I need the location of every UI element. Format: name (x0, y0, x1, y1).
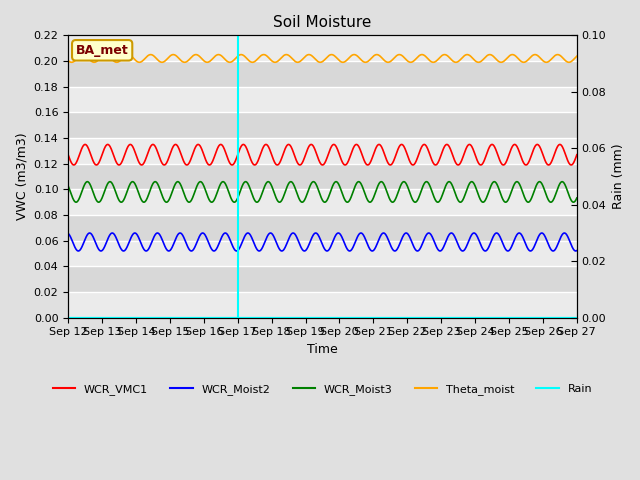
X-axis label: Time: Time (307, 343, 338, 356)
Y-axis label: Rain (mm): Rain (mm) (612, 144, 625, 209)
Bar (68, 36, 577, 61)
Title: Soil Moisture: Soil Moisture (273, 15, 372, 30)
Y-axis label: VWC (m3/m3): VWC (m3/m3) (15, 132, 28, 220)
Bar (68, 240, 577, 266)
Bar (68, 190, 577, 215)
Legend: WCR_VMC1, WCR_Moist2, WCR_Moist3, Theta_moist, Rain: WCR_VMC1, WCR_Moist2, WCR_Moist3, Theta_… (49, 380, 596, 399)
Text: BA_met: BA_met (76, 44, 129, 57)
Bar (68, 138, 577, 164)
Bar (68, 87, 577, 112)
Bar (68, 292, 577, 318)
